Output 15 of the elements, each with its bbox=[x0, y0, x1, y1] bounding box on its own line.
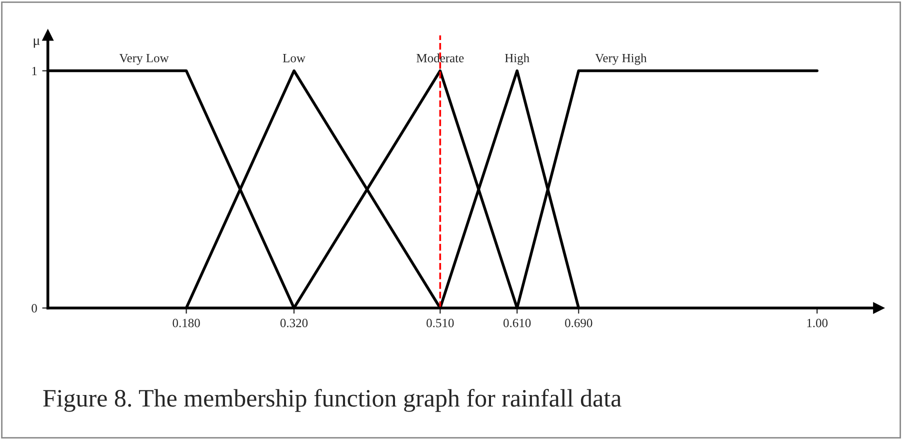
series-label: High bbox=[504, 53, 530, 65]
y-tick-label: 0 bbox=[32, 304, 37, 312]
series-label: Moderate bbox=[416, 54, 464, 62]
x-tick-label: 0.690 bbox=[565, 318, 592, 328]
x-tick-label: 1.00 bbox=[807, 318, 828, 328]
y-tick-label: 1 bbox=[32, 66, 37, 76]
series-label: Very High bbox=[595, 53, 647, 65]
x-tick-label: 0.180 bbox=[172, 318, 200, 328]
x-tick-label: 0.510 bbox=[426, 318, 454, 328]
caption: Figure 8. The membership function graph for rainfall data bbox=[43, 388, 622, 412]
y-axis-title: μ bbox=[34, 38, 40, 48]
series-label: Very Low bbox=[119, 54, 169, 65]
x-tick-label: 0.610 bbox=[504, 318, 531, 328]
series-label: Low bbox=[282, 54, 306, 62]
x-tick-label: 0.320 bbox=[280, 318, 308, 328]
